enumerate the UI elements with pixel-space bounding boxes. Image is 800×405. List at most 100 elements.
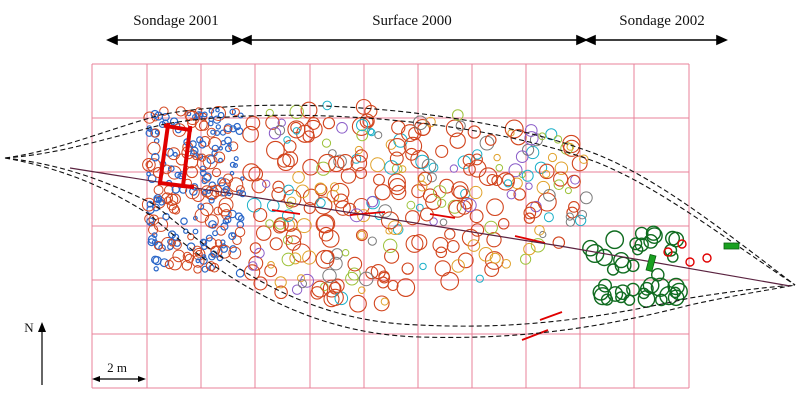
- feature-surface-2000: [493, 153, 501, 162]
- red-trench-markers: [157, 122, 195, 190]
- feature-surface-2000: [347, 256, 363, 272]
- feature-surface-2000: [295, 184, 310, 199]
- feature-red-dash: [514, 235, 546, 244]
- feature-sondage-2001: [206, 127, 217, 138]
- feature-surface-2000: [285, 235, 302, 251]
- feature-surface-2000: [265, 108, 274, 118]
- feature-sondage-2002: [651, 267, 665, 282]
- feature-surface-2000: [391, 120, 406, 135]
- feature-surface-2000: [274, 285, 288, 300]
- feature-sondage-2002: [634, 226, 649, 241]
- feature-surface-2000: [292, 171, 305, 184]
- feature-surface-2000: [307, 117, 321, 130]
- feature-sondage-2001: [221, 209, 232, 220]
- feature-sondage-2002: [605, 230, 625, 250]
- feature-sondage-2001: [146, 171, 152, 177]
- feature-surface-2000: [470, 223, 485, 237]
- feature-sondage-2001: [198, 140, 207, 149]
- feature-surface-2000: [378, 271, 391, 284]
- feature-sondage-2001: [153, 266, 159, 272]
- feature-surface-2000: [366, 196, 379, 208]
- feature-sondage-2001: [208, 137, 222, 151]
- feature-surface-2000: [389, 151, 404, 166]
- feature-surface-2000: [455, 120, 466, 131]
- feature-red-dash: [521, 329, 549, 341]
- feature-surface-2000: [367, 236, 377, 246]
- feature-sondage-2001: [237, 215, 245, 222]
- feature-surface-2000: [302, 188, 320, 206]
- feature-surface-2000: [328, 155, 345, 173]
- feature-sondage-2001: [215, 107, 220, 113]
- arrowhead-left: [106, 34, 118, 46]
- feature-surface-2000: [434, 260, 451, 277]
- feature-surface-2000: [315, 249, 335, 269]
- feature-sondage-2001: [213, 206, 223, 216]
- feature-sondage-2001: [229, 108, 237, 116]
- feature-surface-2000: [300, 101, 318, 119]
- feature-surface-2000: [538, 132, 547, 141]
- feature-surface-2000: [403, 136, 423, 156]
- feature-surface-2000: [373, 173, 385, 186]
- feature-sondage-2002: [595, 248, 613, 267]
- feature-sondage-2001: [218, 146, 224, 151]
- feature-surface-2000: [378, 204, 393, 218]
- feature-surface-2000: [439, 178, 455, 194]
- feature-sondage-2001: [213, 151, 226, 164]
- feature-surface-2000: [316, 198, 326, 208]
- feature-surface-2000: [388, 138, 407, 157]
- feature-surface-2000: [274, 124, 286, 136]
- feature-surface-2000: [273, 217, 289, 233]
- feature-surface-2000: [322, 268, 337, 283]
- feature-sondage-2001: [185, 184, 200, 200]
- feature-surface-2000: [523, 206, 537, 220]
- feature-surface-2000: [453, 185, 468, 200]
- feature-sondage-2002: [592, 284, 610, 301]
- trench-marker: [157, 122, 171, 186]
- feature-surface-2000: [380, 297, 389, 306]
- feature-surface-2000: [300, 273, 315, 288]
- feature-sondage-2001: [168, 256, 182, 271]
- feature-surface-2000: [272, 220, 287, 234]
- feature-sondage-2001: [141, 197, 156, 212]
- feature-sondage-2002: [623, 294, 636, 306]
- feature-surface-2000: [310, 286, 324, 300]
- north-arrow: N: [24, 320, 46, 385]
- feature-surface-2000: [449, 132, 466, 149]
- feature-sondage-2001: [191, 254, 205, 268]
- feature-surface-2000: [277, 153, 292, 168]
- feature-sondage-2001: [165, 193, 179, 207]
- feature-surface-2000: [469, 209, 484, 224]
- feature-sondage-2002: [667, 251, 679, 263]
- feature-surface-2000: [425, 116, 436, 128]
- feature-surface-2000: [265, 219, 274, 228]
- section-label-surface-2000: Surface 2000: [372, 13, 452, 29]
- feature-surface-2000: [534, 161, 548, 175]
- feature-surface-2000: [254, 247, 265, 259]
- feature-surface-2000: [383, 238, 398, 254]
- feature-sondage-2001: [229, 170, 235, 176]
- feature-surface-2000: [520, 253, 532, 265]
- feature-surface-2000: [297, 279, 307, 289]
- feature-surface-2000: [367, 128, 376, 137]
- feature-sondage-2001: [235, 127, 244, 136]
- feature-surface-2000: [287, 120, 306, 139]
- section-labels: Sondage 2001 Surface 2000 Sondage 2002: [133, 13, 704, 29]
- feature-sondage-2001: [201, 265, 209, 273]
- feature-surface-2000: [444, 228, 456, 240]
- feature-surface-2000: [448, 199, 467, 218]
- feature-sondage-2001: [229, 125, 237, 133]
- feature-surface-2000: [296, 218, 312, 234]
- feature-surface-2000: [577, 210, 587, 220]
- feature-surface-2000: [553, 171, 569, 187]
- feature-surface-2000: [366, 127, 375, 136]
- feature-sondage-2001: [222, 217, 230, 225]
- feature-sondage-2001: [202, 254, 207, 259]
- feature-surface-2000: [370, 264, 386, 280]
- feature-surface-2000: [242, 125, 259, 143]
- feature-sondage-2002: [614, 284, 631, 301]
- feature-surface-2000: [452, 109, 464, 121]
- arrowhead-left: [584, 34, 596, 46]
- feature-sondage-2001: [147, 234, 157, 244]
- feature-surface-2000: [337, 154, 354, 171]
- feature-surface-2000: [330, 278, 345, 293]
